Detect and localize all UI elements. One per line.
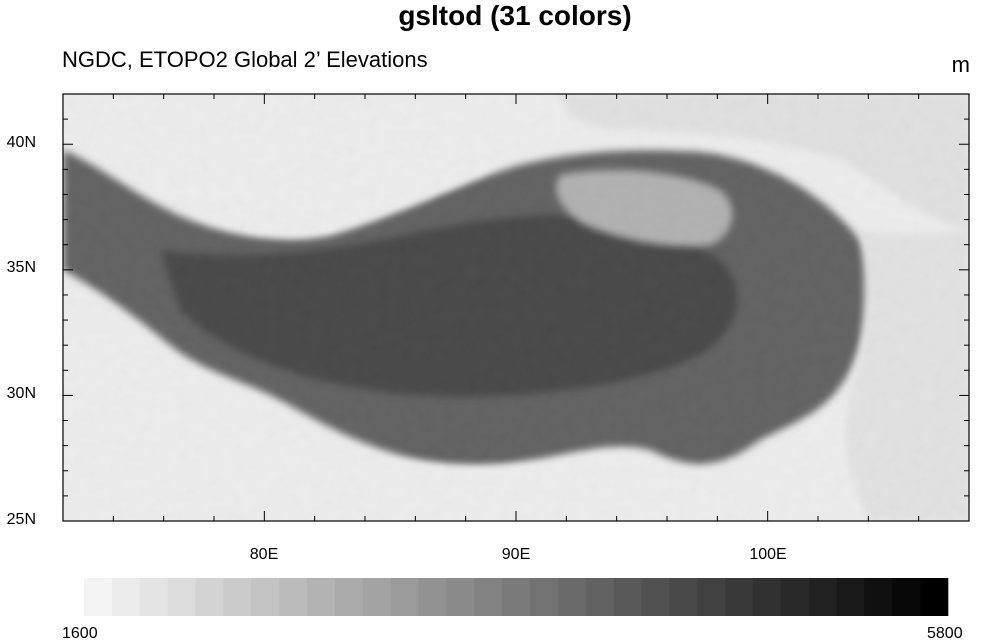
colorbar-swatch — [613, 578, 642, 616]
colorbar-swatch — [362, 578, 391, 616]
colorbar-swatch — [864, 578, 893, 616]
lon-tick-label: 80E — [249, 546, 279, 563]
colorbar-swatch — [418, 578, 447, 616]
lon-tick-label: 100E — [749, 546, 787, 563]
colorbar-swatch — [390, 578, 419, 616]
colorbar-swatch — [306, 578, 336, 616]
map-subtitle: NGDC, ETOPO2 Global 2’ Elevations — [62, 47, 428, 72]
colorbar-swatch — [585, 578, 614, 616]
colorbar-swatch — [111, 578, 141, 616]
colorbar-swatch — [334, 578, 364, 616]
lat-tick-label: 40N — [6, 134, 36, 151]
colorbar-swatch — [892, 578, 921, 616]
colorbar-swatch — [446, 578, 475, 616]
colorbar-swatch — [474, 578, 503, 616]
colorbar-max-label: 5800 — [927, 625, 963, 642]
colorbar-swatch — [780, 578, 809, 616]
lat-tick-label: 35N — [6, 259, 36, 276]
colorbar-swatch — [139, 578, 168, 616]
colorbar-swatch — [195, 578, 224, 616]
colorbar-swatch — [808, 578, 837, 616]
colorbar-swatch — [502, 578, 531, 616]
elevation-field — [63, 94, 969, 521]
colorbar-swatch — [251, 578, 280, 616]
colorbar-swatch — [725, 578, 754, 616]
colorbar-swatch — [557, 578, 586, 616]
lat-tick-label: 25N — [6, 511, 36, 528]
colorbar-min-label: 1600 — [62, 625, 98, 642]
axis-ticks — [62, 93, 970, 522]
colorbar-swatch — [641, 578, 670, 616]
lon-tick-label: 90E — [501, 546, 531, 563]
colorbar-swatch — [529, 578, 559, 616]
colorbar — [84, 578, 949, 616]
colorbar-swatch — [836, 578, 865, 616]
colorbar-swatch — [167, 578, 196, 616]
colorbar-swatch — [920, 578, 949, 616]
map-title: gsltod (31 colors) — [398, 0, 632, 31]
lat-tick-label: 30N — [6, 385, 36, 402]
colorbar-swatch — [279, 578, 308, 616]
colorbar-swatch — [752, 578, 782, 616]
colorbar-swatch — [84, 578, 113, 616]
colorbar-swatch — [697, 578, 726, 616]
colorbar-swatch — [223, 578, 252, 616]
colorbar-swatch — [669, 578, 698, 616]
units-label: m — [951, 52, 970, 77]
